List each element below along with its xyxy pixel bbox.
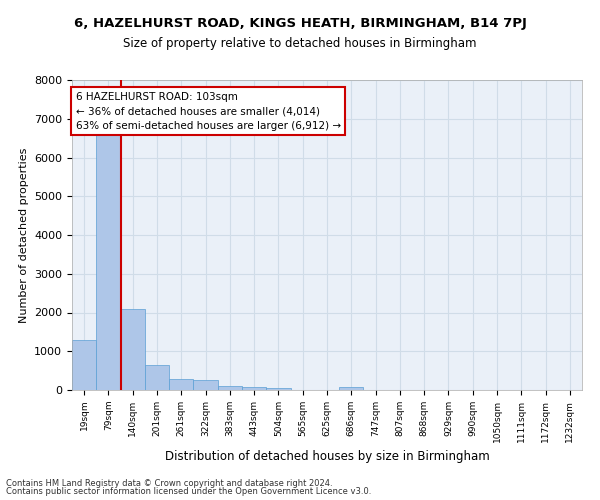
Bar [266,388,290,390]
Bar [193,380,218,390]
Y-axis label: Number of detached properties: Number of detached properties [19,148,29,322]
Text: Contains public sector information licensed under the Open Government Licence v3: Contains public sector information licen… [6,487,371,496]
Bar [145,365,169,390]
Bar [218,386,242,390]
Text: 6 HAZELHURST ROAD: 103sqm
← 36% of detached houses are smaller (4,014)
63% of se: 6 HAZELHURST ROAD: 103sqm ← 36% of detac… [76,92,341,131]
Bar [72,340,96,390]
Text: Contains HM Land Registry data © Crown copyright and database right 2024.: Contains HM Land Registry data © Crown c… [6,478,332,488]
Bar [339,388,364,390]
Bar [242,387,266,390]
Bar [121,308,145,390]
Bar [96,134,121,390]
Text: 6, HAZELHURST ROAD, KINGS HEATH, BIRMINGHAM, B14 7PJ: 6, HAZELHURST ROAD, KINGS HEATH, BIRMING… [74,18,526,30]
X-axis label: Distribution of detached houses by size in Birmingham: Distribution of detached houses by size … [164,450,490,463]
Text: Size of property relative to detached houses in Birmingham: Size of property relative to detached ho… [123,38,477,51]
Bar [169,379,193,390]
